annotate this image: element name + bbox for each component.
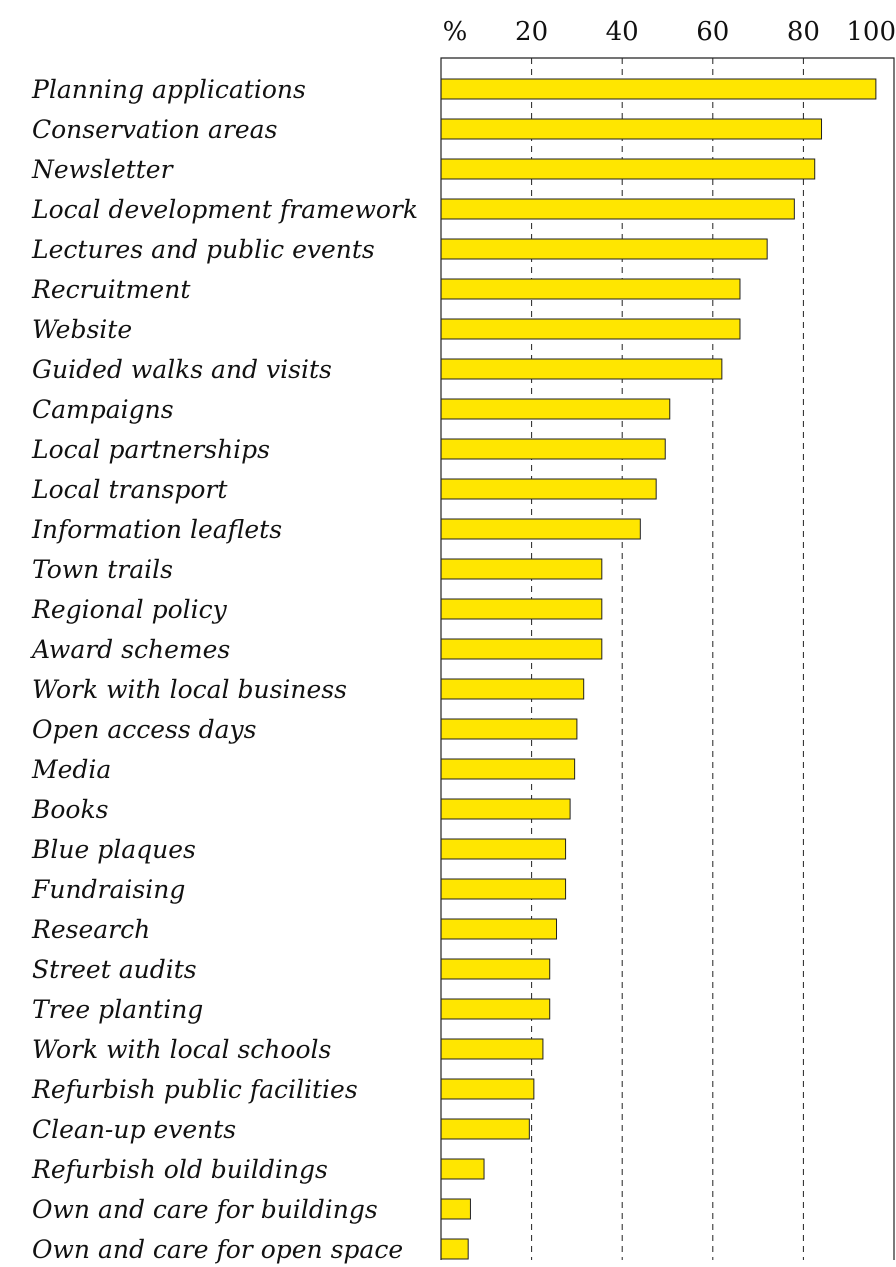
category-labels: Planning applications Conservation areas N… (30, 75, 418, 1264)
category-label: Books (31, 795, 108, 824)
category-label: Newsletter (31, 155, 175, 184)
category-label: Own and care for buildings (32, 1195, 378, 1224)
bar (440, 78, 877, 100)
bar (440, 678, 585, 700)
bars (440, 78, 877, 1260)
x-tick-label: 60 (696, 17, 729, 47)
x-tick-labels: % 20 40 60 80 100 (443, 17, 896, 47)
bar (440, 158, 816, 180)
category-label: Website (32, 315, 132, 344)
category-label: Lectures and public events (31, 235, 375, 264)
bar (440, 718, 578, 740)
bar (440, 598, 603, 620)
category-label: Information leaflets (31, 515, 282, 544)
category-label: Own and care for open space (32, 1235, 403, 1264)
category-label: Conservation areas (32, 115, 277, 144)
category-label: Refurbish old buildings (31, 1155, 328, 1184)
bar (440, 238, 768, 260)
bar (440, 918, 558, 940)
bar (440, 638, 603, 660)
category-label: Clean-up events (32, 1115, 236, 1144)
category-label: Local development framework (31, 195, 418, 224)
bar (440, 1078, 535, 1100)
bar (440, 118, 823, 140)
category-label: Research (31, 915, 150, 944)
bar (440, 518, 641, 540)
x-tick-label: 100 (846, 17, 896, 47)
bar (440, 278, 741, 300)
category-label: Refurbish public facilities (31, 1075, 358, 1104)
bar (440, 1198, 471, 1220)
bar (440, 358, 723, 380)
x-tick-label: 80 (787, 17, 820, 47)
bar (440, 998, 551, 1020)
category-label: Street audits (32, 955, 197, 984)
bar (440, 1238, 469, 1260)
x-tick-label: 40 (606, 17, 639, 47)
category-label: Open access days (32, 715, 257, 744)
x-tick-label: 20 (515, 17, 548, 47)
bar (440, 558, 603, 580)
bar (440, 398, 671, 420)
category-label: Regional policy (31, 595, 228, 624)
category-label: Campaigns (32, 395, 174, 424)
category-label: Media (31, 755, 111, 784)
bar (440, 318, 741, 340)
bar (440, 838, 567, 860)
bar (440, 1158, 485, 1180)
plot-frame (440, 57, 895, 1260)
unit-label: % (443, 17, 468, 47)
category-label: Work with local business (32, 675, 347, 704)
bar (440, 1038, 544, 1060)
bar (440, 1118, 530, 1140)
category-label: Fundraising (31, 875, 185, 904)
category-label: Work with local schools (32, 1035, 331, 1064)
bar (440, 198, 795, 220)
bar (440, 958, 551, 980)
category-label: Town trails (32, 555, 173, 584)
category-label: Tree planting (32, 995, 203, 1024)
category-label: Recruitment (31, 275, 191, 304)
category-label: Local transport (31, 475, 228, 504)
bar (440, 758, 576, 780)
bar (440, 798, 571, 820)
bar (440, 438, 666, 460)
category-label: Planning applications (31, 75, 306, 104)
category-label: Guided walks and visits (32, 355, 332, 384)
category-label: Local partnerships (31, 435, 270, 464)
bar (440, 478, 657, 500)
axes (440, 57, 895, 1260)
bar (440, 878, 567, 900)
category-label: Award schemes (30, 635, 230, 664)
category-label: Blue plaques (31, 835, 196, 864)
